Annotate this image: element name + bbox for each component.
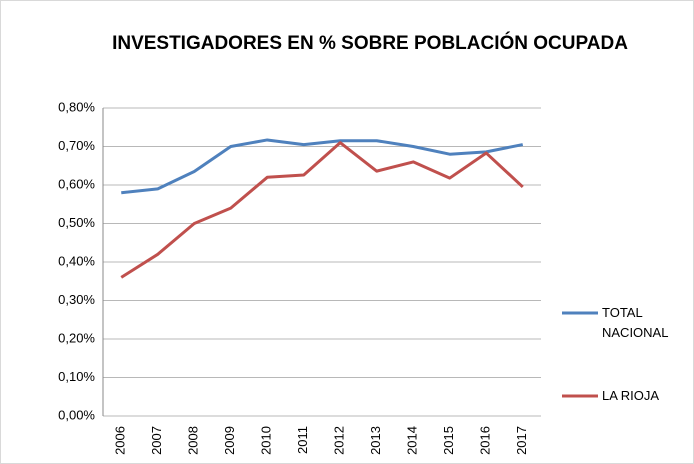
x-tick-label: 2006 — [113, 426, 128, 455]
x-tick-label: 2016 — [478, 426, 493, 455]
series-line — [121, 138, 524, 195]
legend-label: LA RIOJA — [602, 388, 660, 403]
x-tick-label: 2012 — [332, 426, 347, 455]
x-tick-label: 2008 — [186, 426, 201, 455]
y-tick-label: 0,30% — [58, 292, 95, 307]
y-tick-label: 0,60% — [58, 176, 95, 191]
x-tick-label: 2017 — [514, 426, 529, 455]
x-tick-label: 2013 — [368, 426, 383, 455]
chart-title: INVESTIGADORES EN % SOBRE POBLACIÓN OCUP… — [112, 33, 628, 54]
x-tick-label: 2010 — [259, 426, 274, 455]
y-tick-label: 0,80% — [58, 99, 95, 114]
x-tick-label: 2009 — [222, 426, 237, 455]
y-tick-label: 0,50% — [58, 215, 95, 230]
x-tick-label: 2014 — [405, 426, 420, 455]
y-tick-label: 0,00% — [58, 407, 95, 422]
y-tick-label: 0,70% — [58, 138, 95, 153]
y-tick-label: 0,20% — [58, 330, 95, 345]
y-tick-label: 0,10% — [58, 369, 95, 384]
legend-label: TOTAL NACIONAL — [602, 305, 669, 340]
series-line — [120, 141, 524, 279]
y-tick-label: 0,40% — [58, 253, 95, 268]
x-tick-label: 2007 — [149, 426, 164, 455]
x-tick-label: 2015 — [441, 426, 456, 455]
x-tick-label: 2011 — [295, 426, 310, 454]
